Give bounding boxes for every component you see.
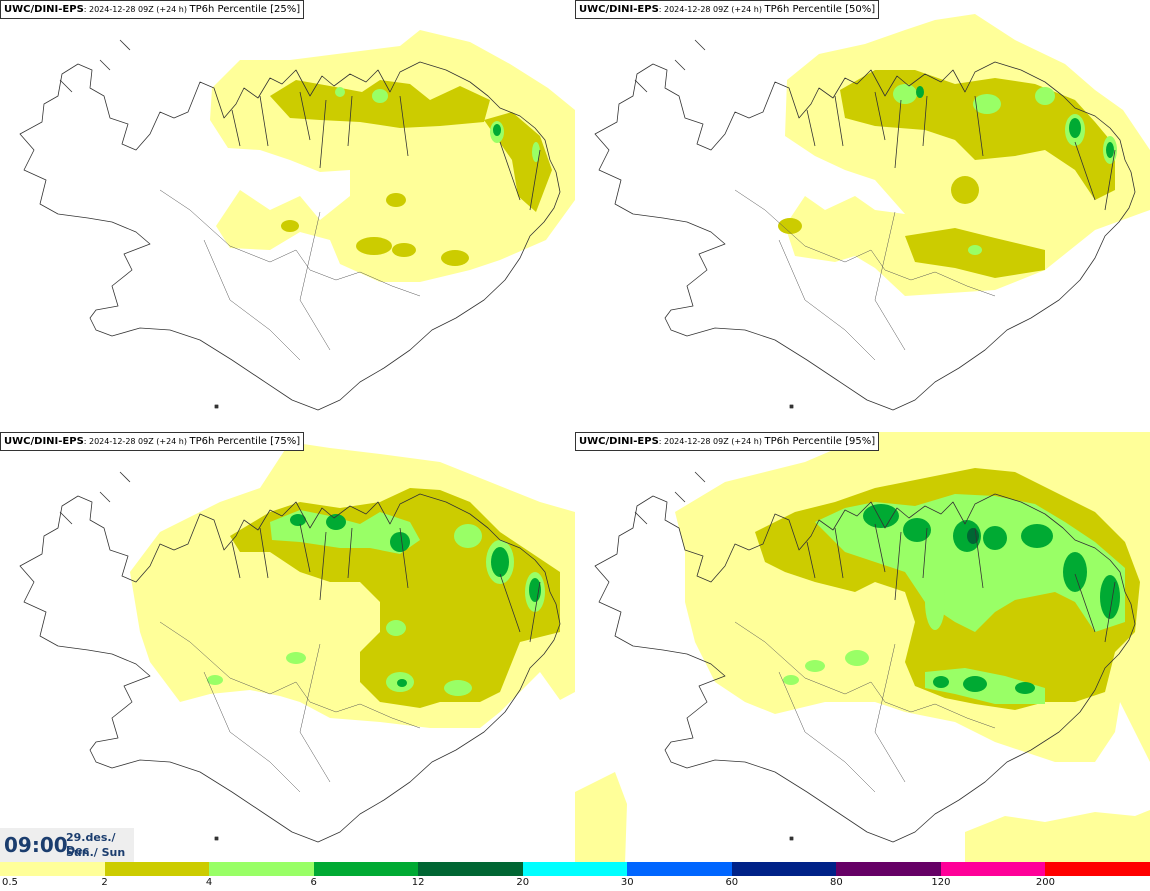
- map-panel-p50: UWC/DINI-EPS: 2024-12-28 09Z (+24 h) TP6…: [575, 0, 1150, 432]
- panel-title: UWC/DINI-EPS: 2024-12-28 09Z (+24 h) TP6…: [0, 432, 305, 451]
- legend-tick-label: 120: [931, 877, 951, 888]
- legend-tick-label: 80: [829, 877, 843, 888]
- variable-name: TP6h Percentile: [764, 4, 842, 15]
- run-info: : 2024-12-28 09Z (+24 h): [83, 5, 190, 14]
- legend-tick-label: 20: [516, 877, 530, 888]
- legend-swatch: [209, 862, 314, 876]
- map-panel-p75: UWC/DINI-EPS: 2024-12-28 09Z (+24 h) TP6…: [0, 432, 575, 864]
- legend-swatch: [0, 862, 105, 876]
- variable-name: TP6h Percentile: [189, 436, 267, 447]
- precip-map-p75: [19, 442, 575, 843]
- model-name: UWC/DINI-EPS: [4, 4, 84, 15]
- variable-name: TP6h Percentile: [764, 436, 842, 447]
- legend-tick-label: 12: [411, 877, 425, 888]
- percentile-label: [50%]: [845, 4, 876, 15]
- model-name: UWC/DINI-EPS: [579, 436, 659, 447]
- legend-swatch: [940, 862, 1046, 876]
- valid-weekday: Sun./ Sun: [66, 846, 126, 859]
- precip-map-p95: [575, 432, 1150, 864]
- valid-date: 29.des./ Dec: [66, 831, 116, 857]
- legend-swatch: [627, 862, 732, 876]
- panel-title: UWC/DINI-EPS: 2024-12-28 09Z (+24 h) TP6…: [575, 432, 880, 451]
- legend-tick-label: 0.5: [2, 877, 18, 888]
- panel-title: UWC/DINI-EPS: 2024-12-28 09Z (+24 h) TP6…: [0, 0, 305, 19]
- model-name: UWC/DINI-EPS: [4, 436, 84, 447]
- run-info: : 2024-12-28 09Z (+24 h): [658, 437, 765, 446]
- run-info: : 2024-12-28 09Z (+24 h): [83, 437, 190, 446]
- map-panel-p95: UWC/DINI-EPS: 2024-12-28 09Z (+24 h) TP6…: [575, 432, 1150, 864]
- legend-swatch: [1045, 862, 1150, 876]
- model-name: UWC/DINI-EPS: [579, 4, 659, 15]
- map-panel-p25: UWC/DINI-EPS: 2024-12-28 09Z (+24 h) TP6…: [0, 0, 575, 432]
- legend-swatch: [313, 862, 419, 876]
- legend-tick-label: 2: [101, 877, 108, 888]
- percentile-label: [75%]: [270, 436, 301, 447]
- run-info: : 2024-12-28 09Z (+24 h): [658, 5, 765, 14]
- valid-time: 09:00: [4, 833, 68, 857]
- panel-title: UWC/DINI-EPS: 2024-12-28 09Z (+24 h) TP6…: [575, 0, 880, 19]
- legend-tick-label: 60: [725, 877, 739, 888]
- legend-tick-label: 200: [1035, 877, 1055, 888]
- percentile-label: [25%]: [270, 4, 301, 15]
- legend-swatch: [418, 862, 523, 876]
- color-legend: [0, 862, 1150, 876]
- variable-name: TP6h Percentile: [189, 4, 267, 15]
- precip-map-p25: [19, 30, 575, 411]
- legend-tick-label: 4: [205, 877, 213, 888]
- legend-swatch: [104, 862, 210, 876]
- precip-map-p50: [594, 14, 1150, 411]
- legend-tick-label: 30: [620, 877, 634, 888]
- legend-swatch: [836, 862, 941, 876]
- valid-time-box: 09:00 29.des./ Dec Sun./ Sun: [0, 828, 134, 862]
- legend-tick-label: 6: [310, 877, 317, 888]
- legend-swatch: [731, 862, 837, 876]
- percentile-label: [95%]: [845, 436, 876, 447]
- legend-swatch: [522, 862, 628, 876]
- legend-ticks: 0.5 2 4 6 12 20 30 60 80 120 200: [0, 876, 1150, 891]
